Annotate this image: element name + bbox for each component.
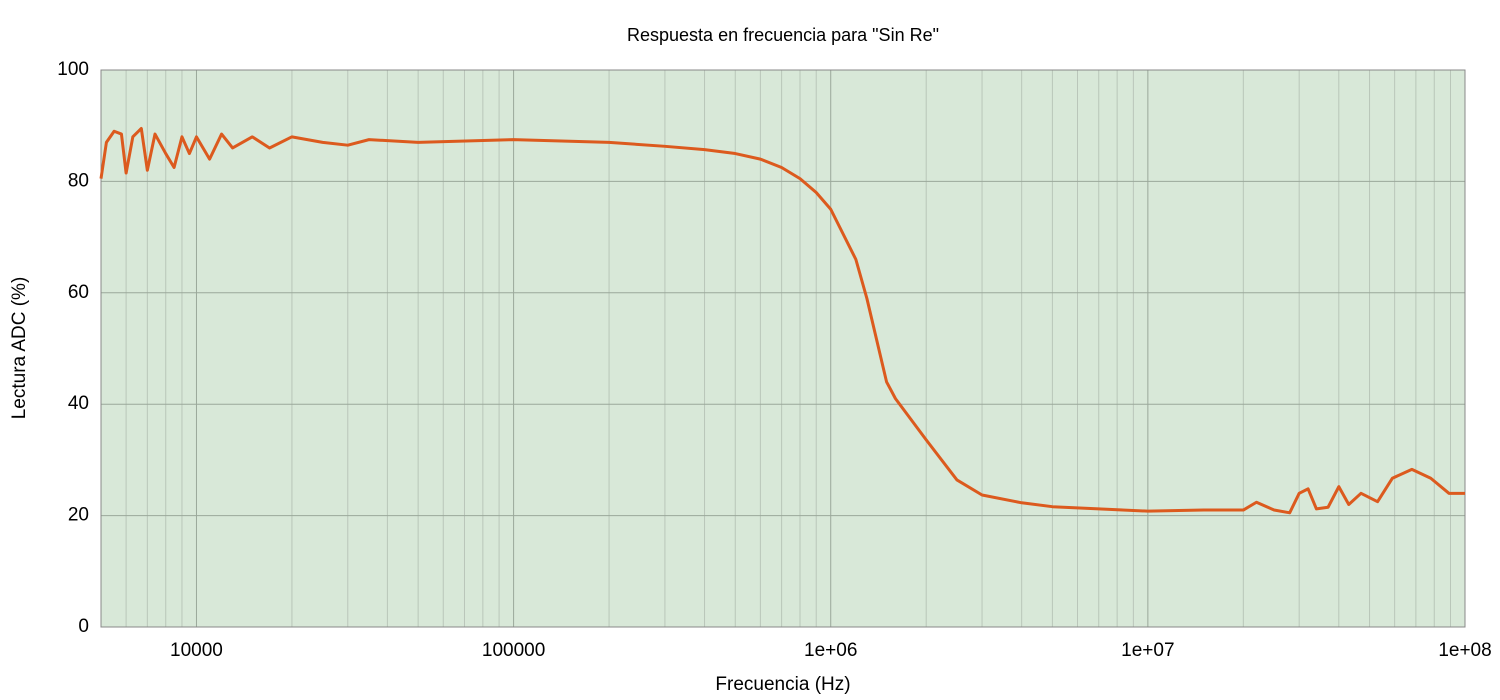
x-tick-label: 1e+07 <box>1121 640 1174 661</box>
data-line <box>99 126 1465 515</box>
x-tick-label: 1e+06 <box>804 640 857 661</box>
x-tick-label: 100000 <box>482 640 545 661</box>
y-tick-label: 40 <box>68 393 89 414</box>
x-axis-label: Frecuencia (Hz) <box>715 674 850 695</box>
y-tick-label: 80 <box>68 170 89 191</box>
chart-title: Respuesta en frecuencia para "Sin Re" <box>627 25 939 45</box>
x-tick-label: 1e+08 <box>1438 640 1491 661</box>
y-tick-label: 20 <box>68 505 89 526</box>
y-axis-label: Lectura ADC (%) <box>9 277 30 420</box>
y-tick-label: 60 <box>68 282 89 303</box>
y-tick-label: 0 <box>78 616 89 637</box>
y-tick-label: 100 <box>57 59 89 80</box>
x-tick-label: 10000 <box>170 640 223 661</box>
plot-frame <box>100 69 1466 628</box>
plot-area <box>101 70 1465 627</box>
